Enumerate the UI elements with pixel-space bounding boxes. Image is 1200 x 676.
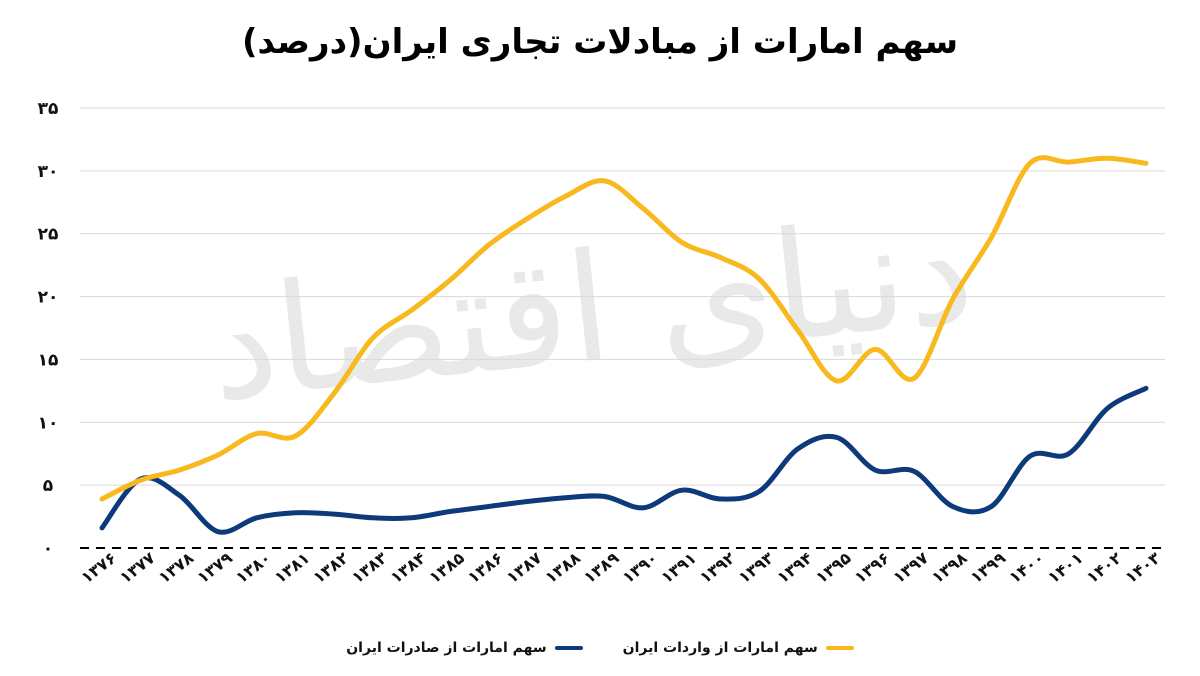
x-tick-label: ۱۳۸۷	[503, 548, 546, 587]
y-tick-label: ۲۵	[38, 225, 59, 245]
y-tick-label: ۲۰	[38, 288, 59, 308]
x-tick-label: ۱۳۹۸	[928, 548, 971, 587]
x-tick-label: ۱۳۹۴	[773, 548, 816, 587]
x-tick-label: ۱۳۹۵	[812, 548, 855, 587]
y-tick-label: ۳۰	[38, 162, 59, 182]
series-layer	[99, 155, 1149, 535]
x-tick-label: ۱۳۸۲	[309, 548, 352, 587]
y-tick-label: ۳۵	[38, 99, 59, 119]
legend: سهم امارات از واردات ایران سهم امارات از…	[0, 640, 1200, 656]
y-tick-label: ۱۰	[38, 413, 59, 433]
x-tick-label: ۱۳۸۱	[271, 548, 313, 587]
x-tick-label: ۱۳۹۲	[696, 548, 739, 587]
legend-label-imports: سهم امارات از واردات ایران	[622, 640, 818, 656]
legend-item-imports: سهم امارات از واردات ایران	[623, 640, 854, 656]
x-tick-label: ۱۳۹۰	[619, 548, 661, 587]
legend-item-exports: سهم امارات از صادرات ایران	[346, 640, 583, 656]
y-tick-label: ۵	[43, 476, 53, 496]
x-tick-label: ۱۳۹۳	[735, 548, 778, 587]
x-tick-label: ۱۴۰۰	[1005, 548, 1047, 587]
legend-label-exports: سهم امارات از صادرات ایران	[346, 640, 547, 656]
series-imports-line	[99, 155, 1149, 502]
x-tick-label: ۱۳۸۹	[580, 548, 623, 587]
x-tick-label: ۱۴۰۳	[1121, 548, 1164, 587]
x-tick-label: ۱۳۹۱	[657, 548, 699, 587]
y-tick-label: ۱۵	[38, 350, 59, 370]
watermark: دنیای اقتصاد	[201, 182, 981, 435]
x-axis: ۱۳۷۶۱۳۷۷۱۳۷۸۱۳۷۹۱۳۸۰۱۳۸۱۱۳۸۲۱۳۸۳۱۳۸۴۱۳۸۵…	[77, 548, 1164, 587]
x-tick-label: ۱۳۷۹	[193, 548, 236, 587]
y-axis: ۰ ۵ ۱۰ ۱۵ ۲۰ ۲۵ ۳۰ ۳۵	[38, 99, 59, 559]
x-tick-label: ۱۳۸۴	[387, 548, 430, 587]
x-tick-label: ۱۳۷۷	[116, 548, 159, 587]
series-exports-line	[99, 385, 1149, 535]
x-tick-label: ۱۳۸۶	[464, 548, 506, 587]
legend-swatch-imports	[825, 646, 854, 650]
x-tick-label: ۱۳۷۶	[77, 548, 119, 587]
x-tick-label: ۱۳۷۸	[155, 548, 198, 587]
x-tick-label: ۱۳۸۸	[541, 548, 584, 587]
x-tick-label: ۱۳۸۳	[348, 548, 391, 587]
legend-swatch-exports	[554, 646, 583, 650]
x-tick-label: ۱۳۹۶	[851, 548, 893, 587]
x-tick-label: ۱۴۰۲	[1083, 548, 1126, 587]
chart-title: سهم امارات از مبادلات تجاری ایران(درصد)	[241, 22, 959, 62]
grid-layer	[80, 107, 1165, 549]
x-tick-label: ۱۳۸۵	[425, 548, 468, 587]
x-tick-label: ۱۳۸۰	[232, 548, 274, 587]
x-tick-label: ۱۴۰۱	[1044, 548, 1086, 587]
y-tick-label: ۰	[43, 539, 53, 559]
x-tick-label: ۱۳۹۷	[889, 548, 932, 587]
x-tick-label: ۱۳۹۹	[967, 548, 1010, 587]
